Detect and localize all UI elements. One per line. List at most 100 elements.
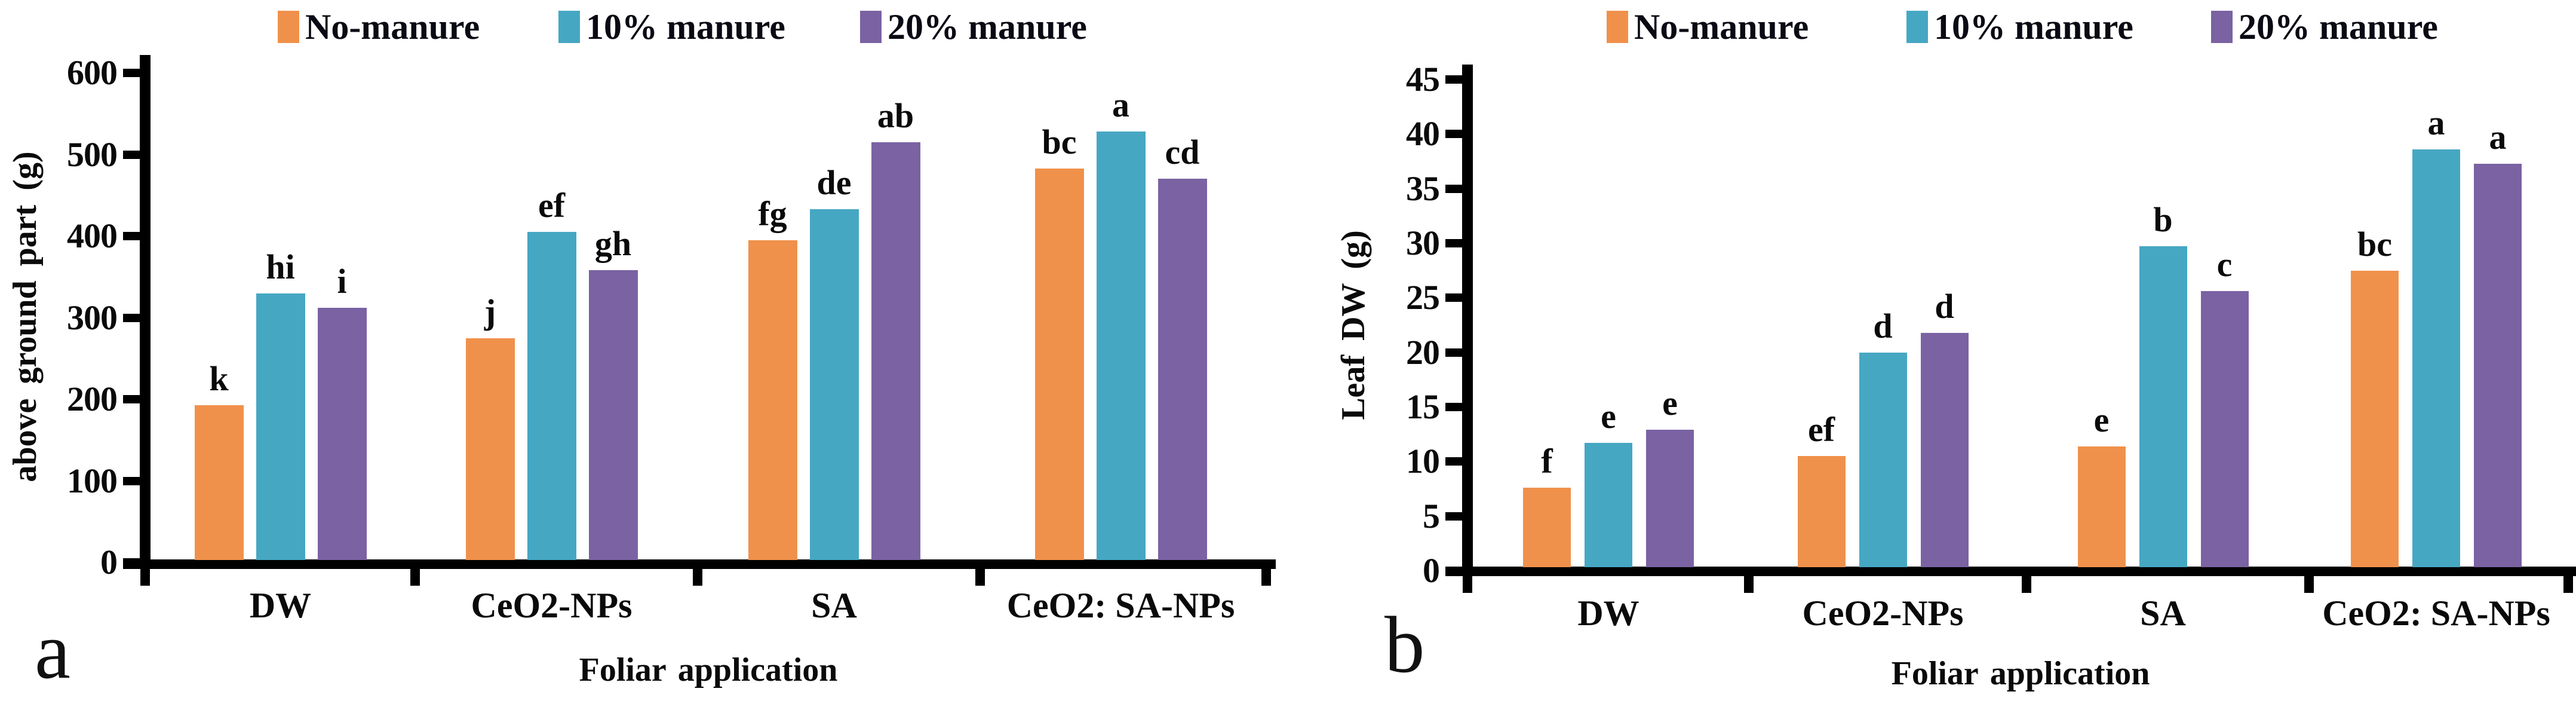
significance-label: a [1112, 85, 1129, 125]
legend-label-20-manure: 20% manure [888, 7, 1087, 47]
bar-b-DW-No-manure [1523, 488, 1571, 567]
significance-label: gh [594, 224, 632, 264]
y-axis-tick [123, 476, 140, 485]
category-label: CeO2-NPs [1802, 593, 1964, 633]
legend-swatch-10-manure [1906, 11, 1928, 43]
significance-label: d [1873, 306, 1893, 345]
legend-item-10-manure: 10% manure [558, 7, 785, 47]
y-axis-tick [1445, 402, 1462, 411]
y-axis-tick [1445, 130, 1462, 139]
legend-label-10-manure: 10% manure [586, 7, 785, 47]
legend-label-no-manure: No-manure [1634, 7, 1809, 47]
y-axis-tick-label: 35 [1406, 169, 1440, 208]
y-axis-tick-label: 0 [1423, 551, 1440, 590]
y-axis-tick [1445, 75, 1462, 84]
bar-a-CeO2-NPs-No-manure [465, 338, 515, 560]
significance-label: bc [2357, 224, 2392, 264]
legend-swatch-20-manure [2211, 11, 2233, 43]
category-label: DW [1577, 593, 1639, 633]
bar-a-SA-10% manure [809, 209, 859, 560]
y-axis-tick [123, 232, 140, 240]
bar-a-CeO2: SA-NPs-10% manure [1096, 131, 1146, 560]
y-axis-tick [123, 313, 140, 322]
y-axis-tick [1445, 293, 1462, 302]
category-label: SA [2140, 593, 2186, 633]
x-axis-tick [1463, 576, 1472, 593]
bar-a-DW-10% manure [256, 293, 305, 560]
legend-item-20-manure: 20% manure [860, 7, 1087, 47]
y-axis-tick [123, 69, 140, 77]
category-label: DW [249, 586, 312, 625]
y-axis-tick-label: 30 [1406, 223, 1440, 262]
significance-label: k [209, 359, 229, 398]
y-axis-tick-label: 100 [67, 461, 118, 500]
x-axis-tick [2022, 576, 2031, 593]
y-axis-tick-label: 45 [1406, 59, 1440, 99]
x-axis-tick [140, 569, 150, 586]
x-axis-tick [410, 569, 420, 586]
panel-letter-a: a [35, 607, 70, 696]
bar-a-CeO2-NPs-10% manure [527, 232, 576, 560]
significance-label: de [816, 163, 852, 202]
legend-item-no-manure: No-manure [1607, 7, 1809, 47]
significance-label: fg [758, 194, 787, 233]
x-axis-tick [1744, 576, 1754, 593]
y-axis-tick-label: 20 [1406, 332, 1440, 372]
x-axis-title-b: Foliar application [1891, 655, 2150, 692]
y-axis-tick-label: 0 [100, 543, 118, 582]
y-axis-tick [123, 558, 140, 567]
category-label: CeO2: SA-NPs [2322, 593, 2550, 633]
y-axis-tick [1445, 184, 1462, 193]
x-axis-line [123, 559, 1276, 569]
bar-b-DW-20% manure [1646, 430, 1694, 567]
y-axis-tick-label: 300 [67, 298, 118, 337]
x-axis-tick [693, 569, 702, 586]
legend-label-10-manure: 10% manure [1934, 7, 2133, 47]
bar-b-CeO2-NPs-No-manure [1797, 456, 1846, 567]
y-axis-tick [123, 395, 140, 403]
x-axis-tick [2563, 576, 2573, 593]
bar-a-SA-No-manure [748, 240, 797, 560]
legend-item-no-manure: No-manure [278, 7, 480, 47]
legend-swatch-no-manure [278, 11, 299, 43]
bar-a-CeO2-NPs-20% manure [588, 270, 638, 560]
y-axis-line [1462, 65, 1473, 576]
bar-a-DW-No-manure [194, 405, 244, 560]
significance-label: d [1935, 286, 1954, 326]
y-axis-tick [1445, 238, 1462, 247]
category-label: SA [811, 586, 857, 625]
legend-item-20-manure: 20% manure [2211, 7, 2438, 47]
significance-label: j [484, 292, 496, 331]
bar-b-CeO2-NPs-20% manure [1920, 332, 1969, 567]
significance-label: ef [1807, 410, 1835, 449]
significance-label: f [1541, 442, 1553, 481]
legend-label-no-manure: No-manure [305, 7, 480, 47]
y-axis-tick-label: 5 [1423, 496, 1440, 536]
legend-label-20-manure: 20% manure [2239, 7, 2438, 47]
bar-b-CeO2-NPs-10% manure [1859, 352, 1907, 567]
legend-swatch-10-manure [558, 11, 580, 43]
bar-b-SA-No-manure [2077, 446, 2126, 567]
y-axis-tick-label: 600 [67, 53, 118, 92]
significance-label: a [2427, 103, 2445, 142]
significance-label: b [2153, 200, 2173, 240]
category-label: CeO2: SA-NPs [1006, 586, 1235, 625]
y-axis-tick [1445, 348, 1462, 357]
bar-a-DW-20% manure [317, 308, 367, 560]
y-axis-tick [1445, 567, 1462, 575]
significance-label: c [2216, 245, 2233, 284]
significance-label: e [1662, 384, 1678, 423]
significance-label: ab [877, 96, 914, 136]
y-axis-tick-label: 500 [67, 134, 118, 174]
x-axis-line [1445, 567, 2576, 576]
bar-b-SA-20% manure [2200, 291, 2249, 567]
significance-label: i [337, 262, 347, 301]
significance-label: ef [538, 186, 566, 225]
legend-swatch-no-manure [1607, 11, 1628, 43]
bar-b-SA-10% manure [2139, 246, 2187, 567]
legend-swatch-20-manure [860, 11, 882, 43]
y-axis-tick-label: 400 [67, 216, 118, 255]
significance-label: bc [1042, 122, 1077, 161]
x-axis-tick [975, 569, 985, 586]
